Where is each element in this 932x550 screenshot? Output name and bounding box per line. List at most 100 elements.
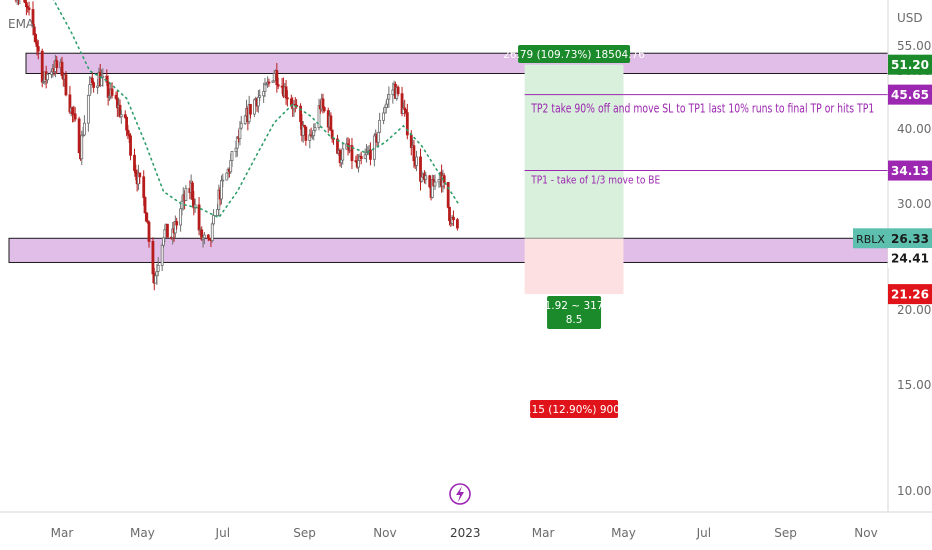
candle-body xyxy=(101,75,105,78)
candle xyxy=(446,181,450,209)
candle-body xyxy=(433,181,437,187)
candle-body xyxy=(415,156,418,166)
candle xyxy=(166,223,169,238)
candle-body xyxy=(138,172,142,178)
candle xyxy=(304,126,308,146)
price-label-24-41-bg xyxy=(888,248,932,269)
candle-body xyxy=(154,275,157,284)
candle-body xyxy=(143,197,147,214)
candle xyxy=(73,107,77,122)
candle xyxy=(36,40,40,60)
candle xyxy=(405,103,409,140)
candle xyxy=(19,0,21,5)
price-label-34-13-bg xyxy=(888,160,932,181)
candle-body xyxy=(263,83,267,92)
candle-body xyxy=(243,115,247,125)
candle-body xyxy=(55,60,59,69)
candle xyxy=(378,112,382,134)
candle-body xyxy=(220,179,223,200)
candle-body xyxy=(106,81,110,98)
price-label-45-65-text: 45.65 xyxy=(891,88,929,102)
candle-body xyxy=(230,151,234,161)
candle-body xyxy=(191,182,194,200)
y-tick-label: 10.00 xyxy=(897,484,931,498)
candle-body xyxy=(144,212,148,222)
candle-body xyxy=(40,50,44,83)
candle xyxy=(322,106,326,113)
candle-body xyxy=(238,127,242,140)
candle xyxy=(424,171,428,185)
candle-body xyxy=(376,131,380,143)
candle-body xyxy=(304,126,308,141)
price-label-21-26: 21.26 xyxy=(888,284,932,305)
target-label-text: 26.79 (109.73%) 18504.76 xyxy=(503,49,645,61)
price-label-51-20-bg xyxy=(888,54,932,75)
candle xyxy=(428,174,432,189)
x-tick-label: Mar xyxy=(51,526,74,540)
x-tick-label: Mar xyxy=(532,526,555,540)
candle-body xyxy=(25,2,28,8)
candle-body xyxy=(359,156,363,160)
support-zone xyxy=(8,237,889,263)
price-labels: 51.20 45.65 34.13 26.33 24.41 21.26 RBLX xyxy=(853,54,932,305)
candle-body xyxy=(216,209,219,216)
candle-body xyxy=(378,119,382,133)
candle-body xyxy=(88,84,92,96)
candle-body xyxy=(253,99,256,115)
candle-body xyxy=(405,112,409,136)
candle-body xyxy=(100,76,103,87)
candle xyxy=(350,137,354,170)
candle xyxy=(285,90,289,107)
candle-body xyxy=(134,170,138,177)
candle-body xyxy=(212,215,215,225)
indicator-label: EMA xyxy=(8,17,35,31)
candle-body xyxy=(284,86,288,99)
resistance-zone xyxy=(25,52,889,75)
candle-body xyxy=(23,0,27,4)
loss-zone xyxy=(524,238,624,295)
candle-body xyxy=(147,221,151,242)
candle-body xyxy=(71,107,74,115)
candle-body xyxy=(229,160,233,173)
candle-body xyxy=(34,34,38,43)
last-price-tag-bg xyxy=(853,228,888,249)
candle xyxy=(27,1,31,16)
tp1-note: TP1 - take of 1/3 move to BE xyxy=(530,175,660,187)
candle-body xyxy=(142,176,146,198)
candle-body xyxy=(448,206,451,222)
candle xyxy=(276,77,280,90)
stop-label: 3.15 (12.90%) 9000 xyxy=(522,400,627,418)
x-tick-label: Jul xyxy=(696,526,711,540)
candle xyxy=(46,72,49,84)
y-tick-label: 55.00 xyxy=(897,39,931,53)
candle-body xyxy=(412,145,416,162)
candle-body xyxy=(452,216,455,221)
x-tick-label: 2023 xyxy=(450,526,481,540)
candle-body xyxy=(372,135,376,160)
price-label-45-65-bg xyxy=(888,84,932,105)
candle-body xyxy=(210,223,214,242)
candle-body xyxy=(35,41,39,48)
candle-body xyxy=(276,84,280,87)
y-tick-label: 30.00 xyxy=(897,197,931,211)
candle-body xyxy=(180,200,184,210)
lightning-icon[interactable] xyxy=(449,483,471,505)
price-label-34-13-text: 34.13 xyxy=(891,164,929,178)
candle xyxy=(212,209,215,226)
candle-body xyxy=(155,270,159,277)
candle-body xyxy=(428,175,432,188)
candle-body xyxy=(312,129,316,136)
candle-body xyxy=(249,104,252,115)
candle-body xyxy=(179,208,183,226)
last-price-tag: RBLX xyxy=(853,228,888,249)
candle xyxy=(175,217,179,230)
candle xyxy=(144,212,148,222)
candle-body xyxy=(166,223,169,238)
candle-body xyxy=(456,219,459,229)
x-axis[interactable]: Mar May Jul Sep Nov 2023 Mar May Jul Sep Nov xyxy=(51,526,878,540)
zones-layer xyxy=(8,52,889,263)
x-tick-label: Sep xyxy=(293,526,316,540)
candle xyxy=(456,218,459,231)
candle-body xyxy=(129,135,132,156)
candle-body xyxy=(133,154,136,171)
